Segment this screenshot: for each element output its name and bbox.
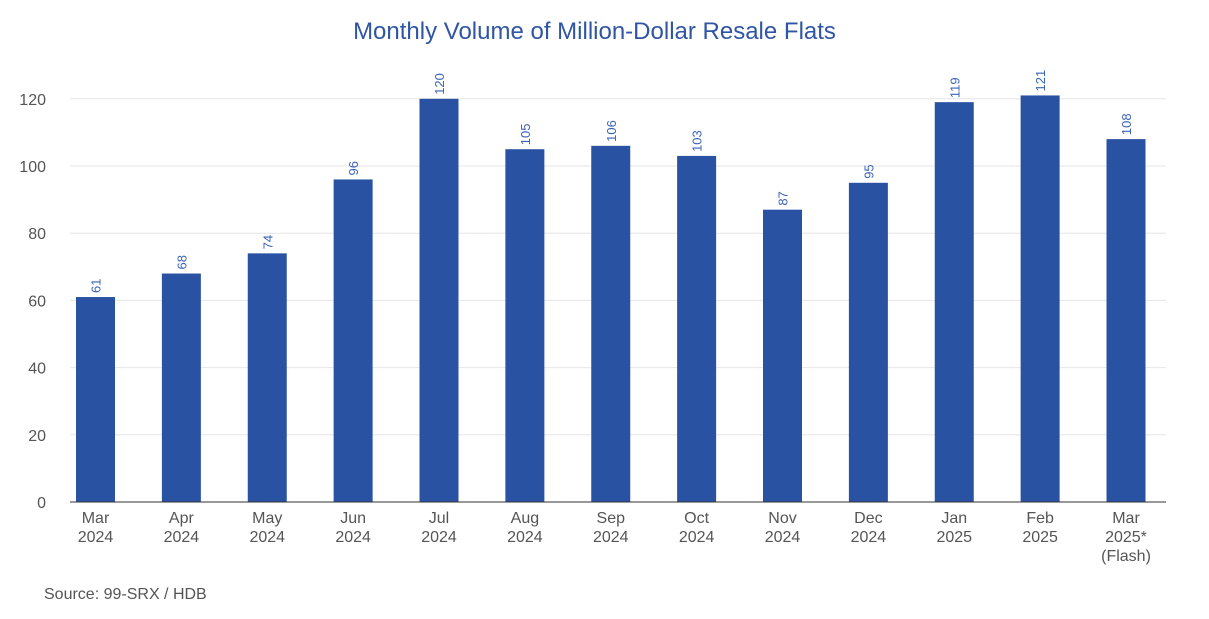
x-tick-label-line: 2024 xyxy=(335,529,371,546)
x-tick-label-line: Sep xyxy=(597,510,626,527)
data-label: 95 xyxy=(861,164,876,178)
data-label: 74 xyxy=(260,235,275,249)
x-tick-label: Oct 2024 xyxy=(679,510,715,546)
data-label: 96 xyxy=(346,161,361,175)
bar xyxy=(934,102,974,502)
x-tick-label: Sep 2024 xyxy=(593,510,629,546)
x-tick-label-line: 2025 xyxy=(1022,529,1058,546)
x-axis-ticks: Mar 2024 Apr 2024 May 2024 Jun 2024 Jul 2024 Aug 20… xyxy=(78,510,1151,565)
bar xyxy=(247,253,287,502)
data-label: 103 xyxy=(690,130,705,152)
x-tick-label: Aug 2024 xyxy=(507,510,543,546)
x-tick-label: Jan 2025 xyxy=(936,510,972,546)
x-tick-label-line: 2024 xyxy=(593,529,629,546)
x-tick-label-line: May xyxy=(252,510,282,527)
x-tick-label-line: Oct xyxy=(684,510,709,527)
x-tick-label: Jun 2024 xyxy=(335,510,371,546)
x-tick-label-line: 2024 xyxy=(421,529,457,546)
y-tick-label: 0 xyxy=(37,495,46,512)
x-tick-label-line: 2024 xyxy=(164,529,200,546)
x-tick-label: May 2024 xyxy=(249,510,285,546)
x-tick-label: Nov 2024 xyxy=(765,510,801,546)
bar xyxy=(76,297,115,502)
bar xyxy=(333,179,373,502)
y-tick-label: 120 xyxy=(19,92,46,109)
x-tick-label-line: 2024 xyxy=(765,529,801,546)
data-labels: 61 68 74 96 120 105 106 103 87 95 119 121 108 xyxy=(89,70,1135,293)
x-tick-label-line: 2024 xyxy=(249,529,285,546)
x-tick-label-line: Nov xyxy=(768,510,796,527)
data-label: 120 xyxy=(432,73,447,95)
source-note: Source: 99-SRX / HDB xyxy=(44,586,207,603)
bar xyxy=(763,209,802,502)
data-label: 61 xyxy=(89,279,104,293)
x-tick-label-line: Jun xyxy=(340,510,366,527)
bar xyxy=(677,155,717,503)
y-tick-label: 20 xyxy=(28,428,46,445)
y-axis-ticks: 0 20 40 60 80 100 120 xyxy=(19,92,46,512)
x-tick-label-line: 2025 xyxy=(936,529,972,546)
x-tick-label-line: Aug xyxy=(511,510,539,527)
y-tick-label: 80 xyxy=(28,226,46,243)
x-tick-label: Mar 2024 xyxy=(78,510,114,546)
x-tick-label-line: Jan xyxy=(941,510,967,527)
bar xyxy=(1020,95,1060,502)
x-tick-label: Feb 2025 xyxy=(1022,510,1058,546)
x-tick-label-line: 2024 xyxy=(851,529,887,546)
x-tick-label-line: 2025* xyxy=(1105,529,1147,546)
data-label: 119 xyxy=(947,77,962,98)
data-label: 87 xyxy=(776,191,791,205)
data-label: 105 xyxy=(518,123,533,145)
bar xyxy=(848,182,888,503)
x-tick-label-line: Apr xyxy=(169,510,195,527)
data-label: 68 xyxy=(174,255,189,269)
x-tick-label-line: 2024 xyxy=(679,529,715,546)
y-tick-label: 100 xyxy=(19,159,46,176)
bars xyxy=(76,95,1146,503)
bar xyxy=(1106,139,1146,502)
x-tick-label-line: 2024 xyxy=(78,529,114,546)
x-tick-label-line: 2024 xyxy=(507,529,543,546)
data-label: 121 xyxy=(1033,70,1048,92)
x-tick-label: Dec 2024 xyxy=(851,510,887,546)
x-tick-label-line: Mar xyxy=(1112,510,1140,527)
bar xyxy=(591,145,631,502)
x-tick-label: Mar 2025* (Flash) xyxy=(1101,510,1151,565)
x-tick-label-line: Jul xyxy=(429,510,449,527)
bar xyxy=(505,149,545,502)
x-tick-label-line: Dec xyxy=(854,510,882,527)
x-tick-label-line: (Flash) xyxy=(1101,548,1151,565)
chart-title: Monthly Volume of Million-Dollar Resale … xyxy=(353,18,836,45)
x-tick-label-line: Feb xyxy=(1026,510,1054,527)
data-label: 108 xyxy=(1119,113,1134,135)
bar xyxy=(419,98,459,503)
bar xyxy=(161,273,201,502)
data-label: 106 xyxy=(604,120,619,142)
x-tick-label: Apr 2024 xyxy=(164,510,200,546)
y-tick-label: 60 xyxy=(28,293,46,310)
x-tick-label-line: Mar xyxy=(82,510,110,527)
y-tick-label: 40 xyxy=(28,361,46,378)
x-tick-label: Jul 2024 xyxy=(421,510,457,546)
